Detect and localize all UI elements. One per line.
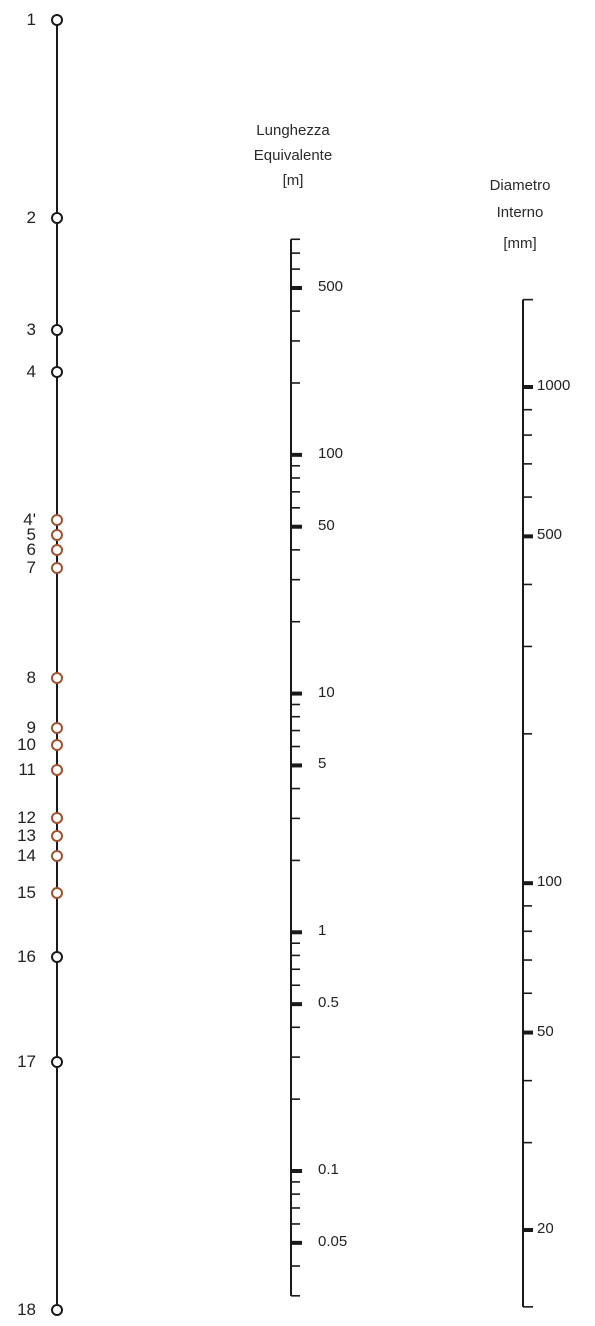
fitting-point-label: 3 xyxy=(26,320,36,339)
fitting-point-label: 11 xyxy=(18,760,36,779)
diameter-tick-label: 50 xyxy=(537,1022,554,1040)
fitting-point-1 xyxy=(51,14,63,26)
fitting-point-3 xyxy=(51,324,63,336)
fitting-point-label: 18 xyxy=(17,1300,36,1319)
fitting-point-11 xyxy=(51,739,63,751)
fitting-point-label: 4 xyxy=(26,362,36,381)
diameter-tick-label: 500 xyxy=(537,526,563,544)
fitting-point-14 xyxy=(51,830,63,842)
length-tick-label: 5 xyxy=(318,755,327,773)
fitting-point-19 xyxy=(51,1304,63,1316)
fitting-point-4 xyxy=(51,366,63,378)
diameter-title-line2: Interno xyxy=(496,204,544,221)
fitting-point-label: 12 xyxy=(17,808,36,827)
fitting-point-18 xyxy=(51,1056,63,1068)
fitting-point-5 xyxy=(51,514,63,526)
fitting-point-8 xyxy=(51,562,63,574)
length-tick-label: 1 xyxy=(318,922,327,940)
fitting-point-12 xyxy=(51,764,63,776)
length-tick-label: 50 xyxy=(318,516,335,534)
length-title-line2: Equivalente xyxy=(253,147,333,164)
fitting-point-17 xyxy=(51,951,63,963)
fitting-point-7 xyxy=(51,544,63,556)
fitting-point-label: 2 xyxy=(26,208,36,227)
fitting-point-label: 4' xyxy=(23,510,36,529)
fitting-point-label: 5 xyxy=(26,525,36,544)
length-tick-label: 0.05 xyxy=(318,1232,348,1250)
fitting-point-2 xyxy=(51,212,63,224)
length-title-line1: Lunghezza xyxy=(256,122,330,139)
length-tick-label: 500 xyxy=(318,278,344,295)
fitting-point-label: 13 xyxy=(17,826,36,845)
fitting-point-label: 9 xyxy=(26,718,36,737)
diameter-scale-title: Diametro Interno [mm] xyxy=(455,172,585,257)
length-tick-label: 10 xyxy=(318,683,335,701)
fitting-point-10 xyxy=(51,722,63,734)
fitting-point-label: 10 xyxy=(17,735,36,754)
fitting-point-label: 16 xyxy=(17,947,36,966)
fitting-point-15 xyxy=(51,850,63,862)
diameter-tick-label: 20 xyxy=(537,1220,554,1237)
fitting-point-16 xyxy=(51,887,63,899)
length-unit: [m] xyxy=(282,172,304,189)
fitting-point-13 xyxy=(51,812,63,824)
fitting-point-label: 15 xyxy=(17,883,36,902)
length-scale-title: Lunghezza Equivalente [m] xyxy=(228,118,358,193)
fitting-point-label: 7 xyxy=(26,558,36,577)
fitting-point-label: 8 xyxy=(26,668,36,687)
length-tick-label: 100 xyxy=(318,444,344,462)
diameter-title-line1: Diametro xyxy=(489,177,551,194)
diameter-tick-label: 1000 xyxy=(537,377,571,394)
diameter-tick-label: 100 xyxy=(537,873,563,891)
length-tick-label: 0.5 xyxy=(318,994,339,1012)
fitting-point-label: 14 xyxy=(17,846,36,865)
fitting-point-label: 1 xyxy=(26,10,36,29)
diameter-unit: [mm] xyxy=(503,235,537,252)
fitting-point-label: 17 xyxy=(17,1052,36,1071)
fitting-point-9 xyxy=(51,672,63,684)
fitting-point-6 xyxy=(51,529,63,541)
length-tick-label: 0.1 xyxy=(318,1161,339,1178)
fitting-point-label: 6 xyxy=(26,540,36,559)
